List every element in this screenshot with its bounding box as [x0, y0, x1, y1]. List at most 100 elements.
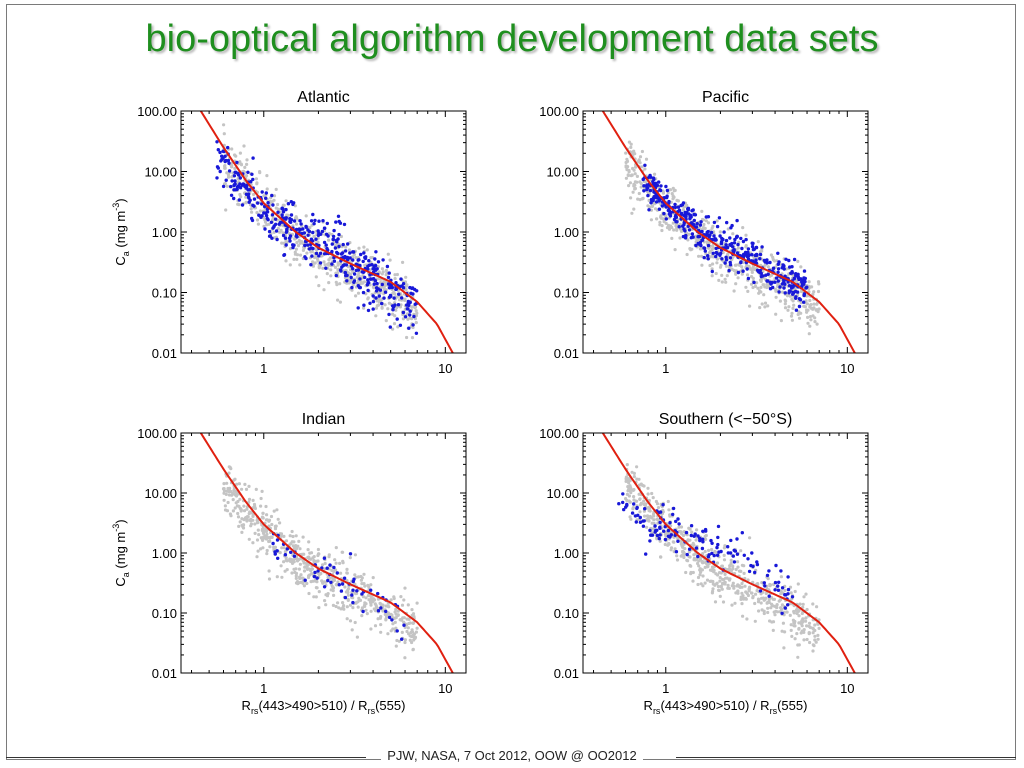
blue-data-point [405, 303, 409, 307]
blue-data-point [325, 221, 329, 226]
gray-data-point [760, 249, 764, 253]
gray-data-point [749, 275, 754, 279]
gray-data-point [640, 149, 645, 154]
gray-data-point [722, 558, 727, 562]
gray-data-point [691, 579, 695, 583]
y-tick-label: 10.00 [144, 486, 177, 501]
gray-data-point [402, 620, 406, 624]
blue-data-point [731, 249, 735, 253]
gray-data-point [264, 504, 268, 509]
blue-data-point [336, 237, 340, 241]
blue-data-point [692, 223, 696, 228]
gray-data-point [280, 575, 284, 579]
gray-data-point [765, 282, 769, 286]
gray-data-point [341, 601, 345, 605]
blue-data-point [642, 189, 646, 193]
gray-data-point [245, 158, 249, 162]
blue-data-point [769, 282, 773, 286]
blue-data-point [765, 573, 770, 578]
gray-data-point [774, 312, 778, 316]
gray-data-point [815, 308, 819, 312]
gray-data-point [774, 605, 779, 609]
blue-data-point [303, 243, 307, 248]
gray-data-point [321, 563, 325, 567]
gray-data-point [797, 643, 801, 647]
gray-data-point [386, 307, 390, 311]
gray-data-point [228, 465, 232, 469]
gray-data-point [711, 224, 715, 228]
gray-data-point [386, 612, 390, 616]
gray-data-point [792, 621, 797, 625]
blue-data-point [224, 178, 228, 182]
gray-data-point [334, 604, 338, 609]
blue-data-point [768, 287, 773, 291]
gray-data-point [353, 553, 357, 557]
blue-data-point [315, 576, 319, 580]
blue-data-point [763, 584, 767, 588]
gray-data-point [265, 532, 269, 537]
blue-data-point [617, 502, 621, 506]
gray-data-point [368, 268, 372, 272]
gray-data-point [339, 571, 343, 575]
gray-data-point [295, 257, 299, 261]
gray-data-point [329, 274, 333, 278]
blue-data-point [251, 177, 255, 182]
blue-data-point [751, 564, 755, 569]
gray-data-point [336, 298, 340, 302]
blue-data-point [314, 237, 318, 241]
gray-data-point [247, 511, 251, 516]
gray-data-point [778, 598, 783, 602]
gray-data-point [388, 258, 392, 262]
gray-data-point [242, 144, 246, 148]
gray-data-point [717, 571, 722, 575]
gray-data-point [242, 509, 247, 513]
blue-data-point [776, 584, 780, 588]
blue-data-point [368, 301, 372, 305]
blue-data-point [276, 556, 280, 560]
blue-data-point [273, 217, 278, 221]
blue-data-point [294, 234, 298, 238]
gray-data-point [305, 251, 309, 255]
blue-data-point [383, 290, 388, 294]
gray-data-point [625, 498, 629, 503]
blue-data-point [361, 259, 365, 264]
gray-data-point [284, 539, 289, 543]
blue-data-point [676, 205, 681, 209]
gray-data-point [633, 180, 638, 184]
gray-data-point [358, 598, 363, 603]
gray-data-point [239, 163, 244, 167]
gray-data-point [675, 226, 679, 230]
gray-data-point [269, 514, 274, 519]
blue-data-point [684, 530, 689, 535]
blue-data-point [285, 547, 289, 551]
gray-data-point [789, 591, 793, 595]
blue-data-point [406, 307, 410, 311]
gray-data-point [254, 177, 258, 181]
blue-data-point [227, 169, 232, 173]
blue-data-point [713, 237, 718, 241]
blue-data-point [215, 140, 219, 144]
blue-data-point [351, 579, 355, 584]
blue-data-point [372, 282, 376, 286]
gray-data-point [759, 290, 763, 294]
y-tick-label: 0.10 [554, 606, 579, 621]
blue-data-point [373, 267, 377, 271]
gray-data-point [624, 151, 628, 155]
blue-data-point [776, 267, 781, 271]
gray-data-point [336, 601, 340, 605]
gray-data-point [716, 573, 720, 577]
blue-data-point [652, 195, 656, 199]
blue-data-point [246, 195, 251, 199]
gray-data-point [764, 591, 768, 596]
gray-data-point [627, 140, 632, 144]
gray-data-point [386, 632, 390, 636]
gray-data-point [783, 630, 787, 634]
gray-data-point [775, 603, 779, 607]
page-title: bio-optical algorithm development data s… [145, 18, 879, 60]
blue-data-point [673, 202, 677, 207]
gray-data-point [282, 560, 286, 564]
blue-data-point [647, 208, 651, 212]
gray-data-point [278, 230, 282, 234]
blue-data-point [714, 246, 718, 251]
blue-data-point [335, 250, 339, 255]
